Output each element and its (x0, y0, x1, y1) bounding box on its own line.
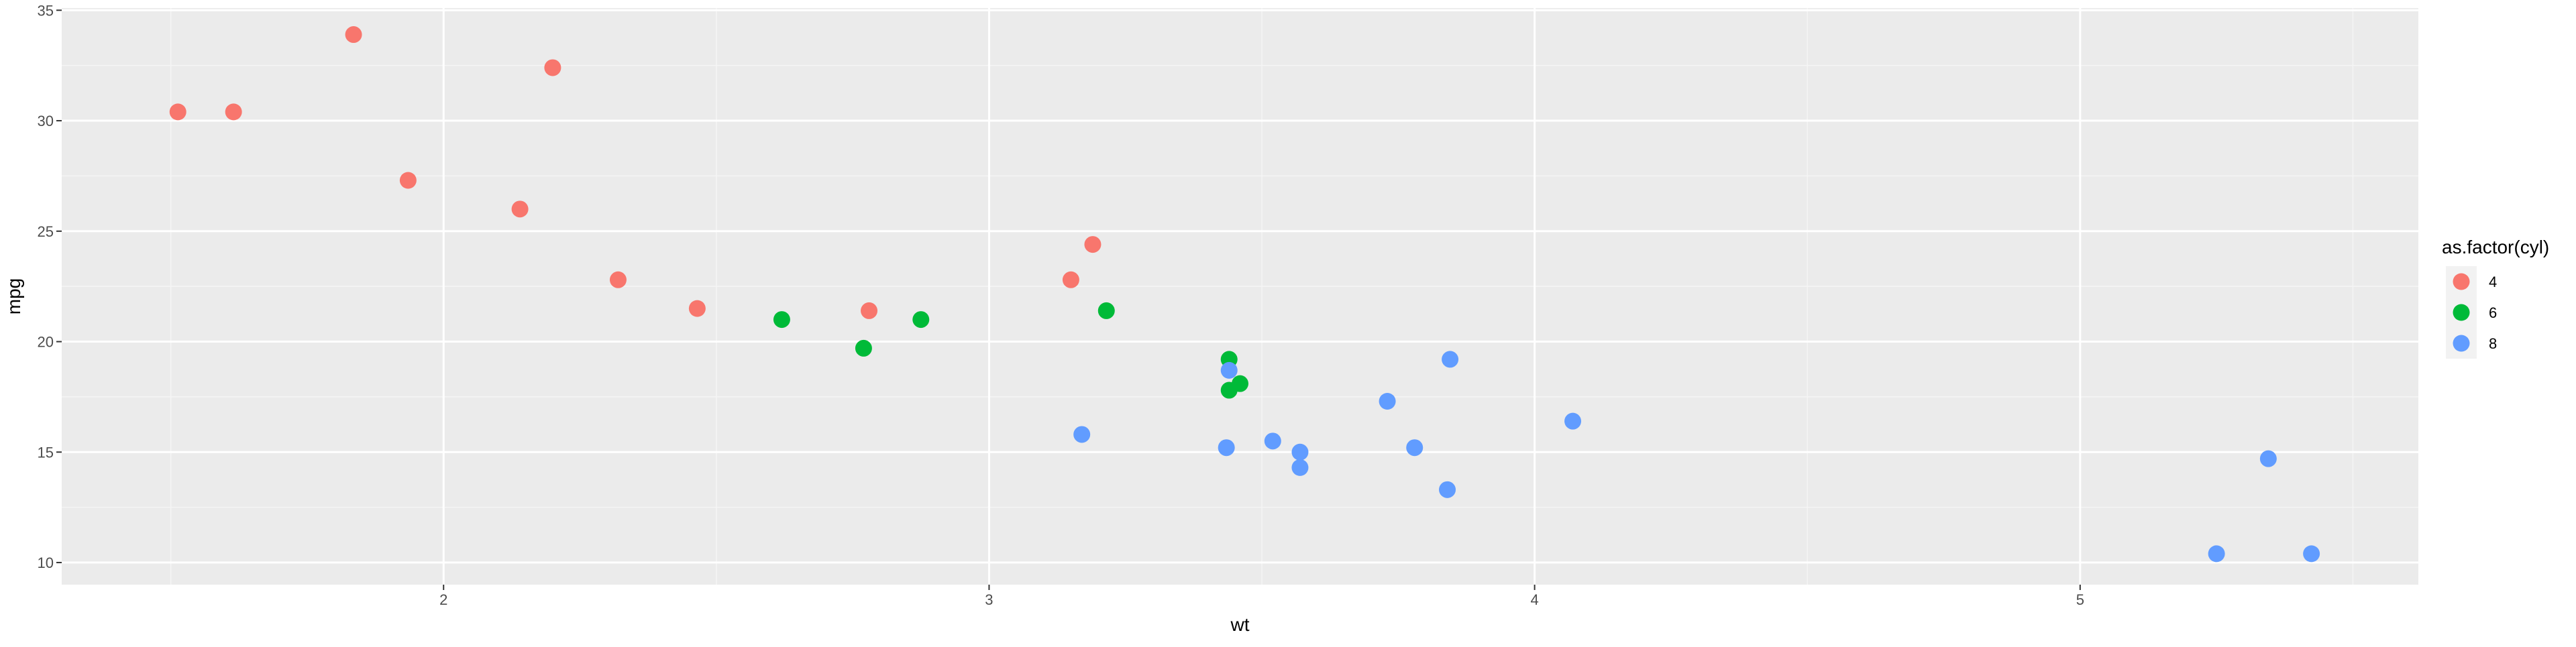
data-point-cyl-8 (1379, 393, 1396, 410)
data-point-cyl-8 (1220, 361, 1238, 379)
axis-ticks: 2 3 4 5 10 15 20 25 30 35 (38, 2, 2084, 608)
data-point-cyl-4 (1084, 236, 1102, 253)
data-point-cyl-4 (225, 103, 242, 121)
y-axis-title: mpg (3, 278, 24, 314)
data-point-cyl-8 (1442, 351, 1459, 368)
x-axis-title: wt (1230, 614, 1250, 635)
legend-items: 4 6 8 (2446, 266, 2497, 359)
data-point-cyl-8 (2259, 450, 2277, 467)
data-point-cyl-4 (345, 26, 362, 44)
data-point-cyl-8 (1439, 481, 1456, 498)
data-point-cyl-8 (2208, 545, 2225, 563)
data-point-cyl-8 (1073, 426, 1091, 443)
legend-key-dot-4 (2453, 273, 2470, 290)
x-tick-label: 4 (1531, 591, 1539, 608)
y-tick-label: 35 (38, 2, 54, 19)
y-tick-label: 25 (38, 223, 54, 240)
data-point-cyl-6 (1097, 302, 1115, 319)
y-tick-label: 15 (38, 444, 54, 461)
data-point-cyl-4 (861, 302, 878, 319)
y-tick-label: 20 (38, 334, 54, 351)
data-point-cyl-4 (688, 300, 706, 317)
data-point-cyl-4 (544, 59, 561, 76)
legend-label-8: 8 (2489, 335, 2497, 352)
x-tick-label: 3 (985, 591, 993, 608)
data-point-cyl-8 (1218, 439, 1235, 457)
legend: as.factor(cyl) 4 6 8 (2442, 237, 2549, 359)
data-point-cyl-4 (169, 103, 186, 121)
data-point-cyl-4 (511, 200, 529, 218)
legend-title: as.factor(cyl) (2442, 237, 2549, 257)
data-point-cyl-4 (399, 172, 417, 189)
grid-lines (62, 8, 2418, 585)
data-point-cyl-6 (1232, 375, 1248, 392)
data-point-cyl-8 (1564, 412, 1582, 430)
data-point-cyl-8 (1406, 439, 1424, 457)
legend-label-4: 4 (2489, 274, 2497, 290)
data-point-cyl-8 (1264, 432, 1281, 450)
data-point-cyl-6 (773, 311, 790, 329)
data-point-cyl-8 (1291, 459, 1309, 476)
y-tick-label: 30 (38, 113, 54, 129)
data-point-cyl-6 (855, 339, 872, 357)
y-tick-label: 10 (38, 554, 54, 571)
legend-key-dot-8 (2453, 335, 2470, 352)
x-tick-label: 5 (2076, 591, 2084, 608)
data-point-cyl-6 (912, 311, 930, 329)
data-point-cyl-8 (1291, 443, 1309, 461)
data-point-cyl-4 (1062, 271, 1079, 288)
data-point-cyl-4 (609, 271, 627, 288)
x-tick-label: 2 (439, 591, 447, 608)
legend-label-6: 6 (2489, 304, 2497, 321)
data-point-cyl-8 (2303, 545, 2320, 563)
plot-panel (62, 8, 2418, 585)
legend-key-dot-6 (2453, 304, 2470, 321)
data-points (169, 26, 2320, 563)
